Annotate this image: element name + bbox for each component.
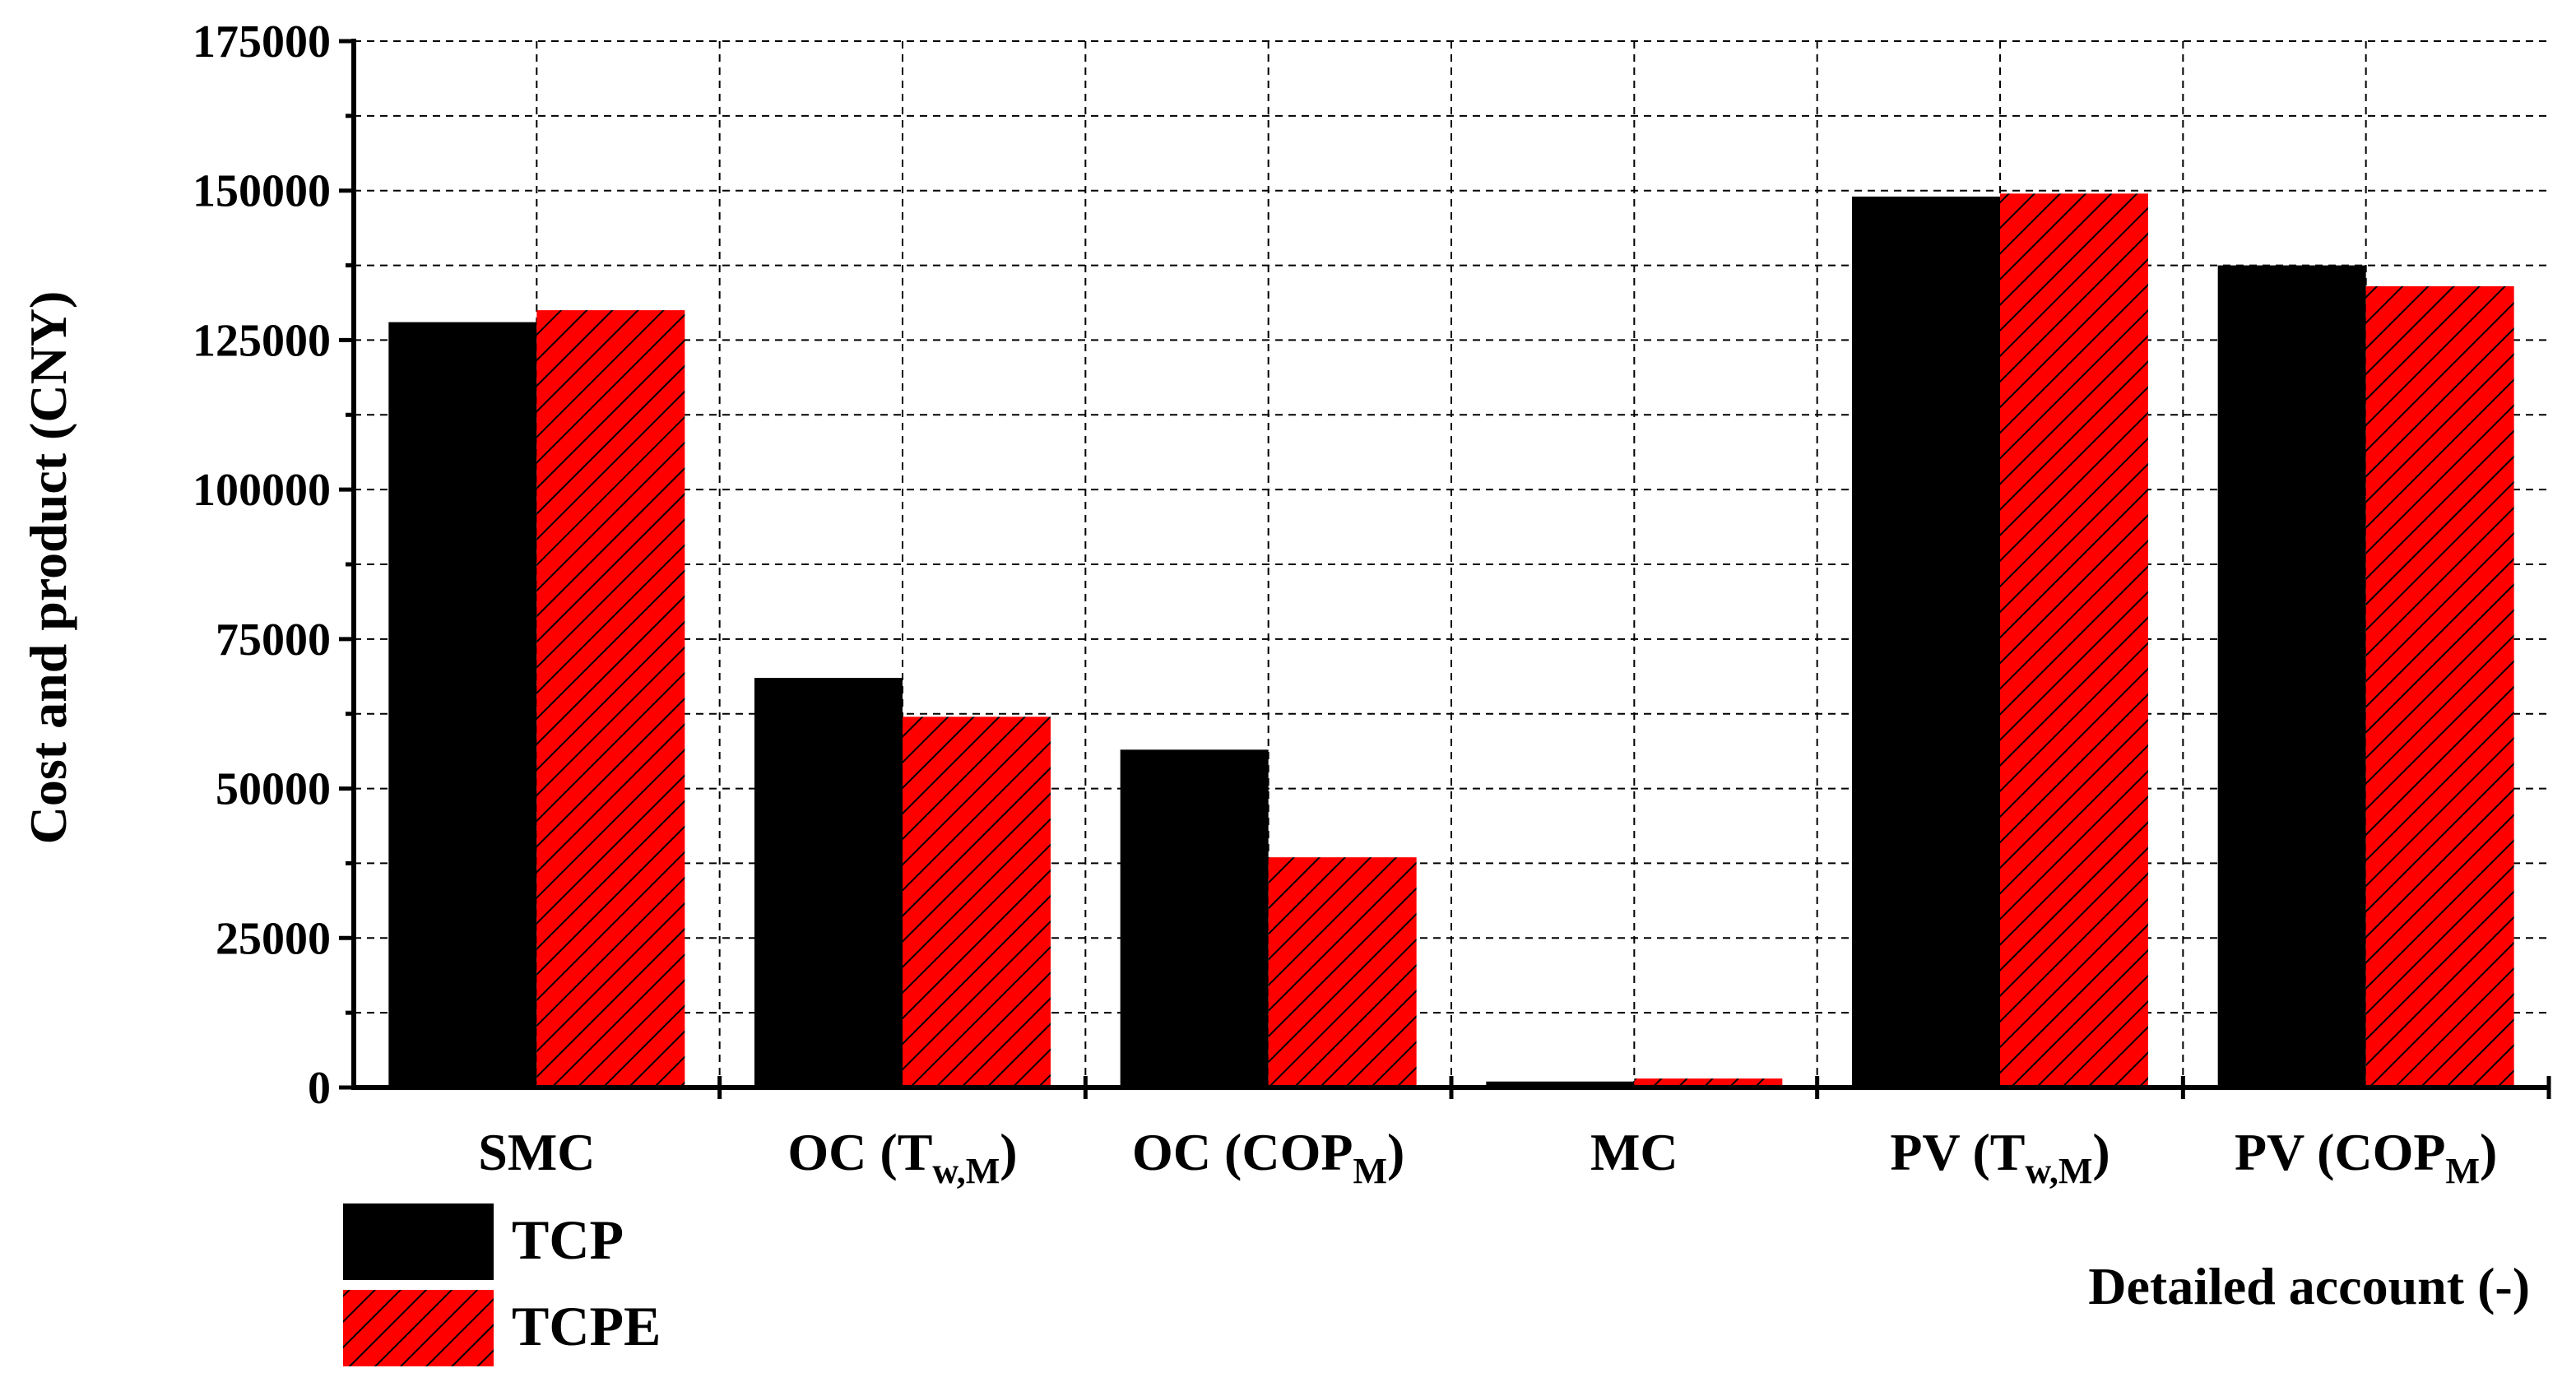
bar-tcpe-0 [536, 310, 685, 1088]
bar-tcp-3 [1486, 1081, 1635, 1088]
bar-tcp-1 [754, 678, 903, 1088]
y-tick-label: 75000 [216, 614, 331, 665]
legend-swatch-tcpe [343, 1290, 494, 1366]
bar-tcp-2 [1120, 749, 1269, 1088]
x-category-label: SMC [478, 1123, 595, 1181]
x-category-labels: SMC OC (Tw,M) OC (COPM) MC PV (Tw,M) PV (COPM… [478, 1123, 2497, 1191]
x-category-label: MC [1590, 1123, 1678, 1181]
bar-tcp-0 [388, 322, 537, 1088]
bar-tcpe-4 [2000, 193, 2148, 1088]
bar-tcp-5 [2217, 265, 2366, 1088]
y-tick-label: 125000 [193, 315, 331, 366]
y-tick-labels: 0 25000 50000 75000 100000 125000 150000 175000 [193, 16, 354, 1114]
legend: TCP TCPE [343, 1203, 661, 1366]
bar-tcpe-3 [1634, 1078, 1783, 1088]
x-category-label: OC (Tw,M) [787, 1123, 1017, 1191]
y-tick-label: 150000 [193, 166, 331, 217]
y-tick-label: 50000 [216, 764, 331, 815]
x-category-label: OC (COPM) [1132, 1123, 1404, 1191]
y-tick-label: 100000 [193, 465, 331, 516]
x-axis-title: Detailed account (-) [2088, 1257, 2530, 1315]
legend-swatch-tcp [343, 1203, 494, 1280]
x-category-label: PV (Tw,M) [1890, 1123, 2110, 1191]
legend-label-tcpe: TCPE [512, 1295, 661, 1357]
y-tick-label: 0 [308, 1063, 331, 1114]
bars [388, 193, 2514, 1088]
y-axis-title: Cost and product (CNY) [19, 291, 77, 845]
bar-tcpe-1 [903, 717, 1051, 1088]
y-tick-label: 175000 [193, 16, 331, 67]
bar-tcpe-5 [2365, 286, 2514, 1088]
y-tick-label: 25000 [216, 913, 331, 964]
bar-tcp-4 [1852, 196, 2000, 1088]
bar-tcpe-2 [1268, 857, 1417, 1088]
x-category-label: PV (COPM) [2235, 1123, 2497, 1191]
legend-label-tcp: TCP [512, 1208, 624, 1271]
